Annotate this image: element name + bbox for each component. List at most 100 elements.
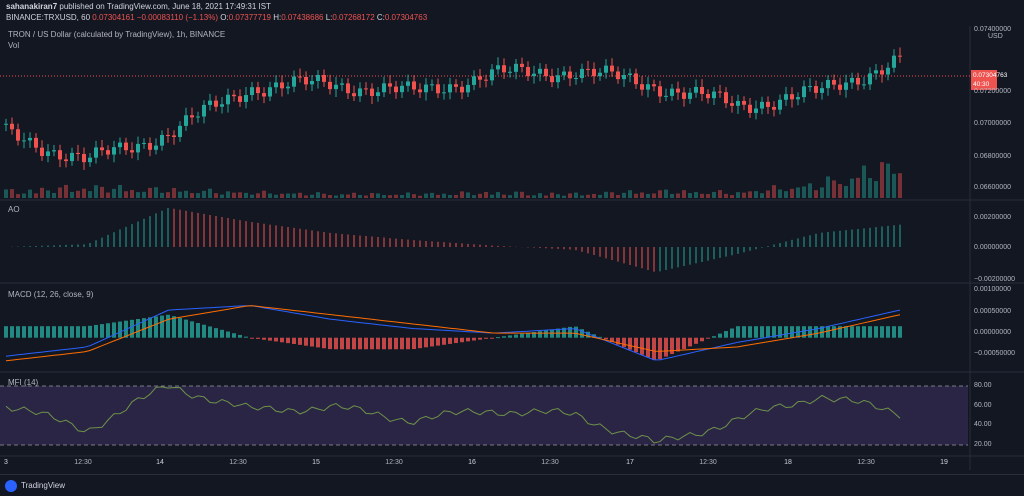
candle-body: [652, 84, 656, 87]
macd-hist-bar: [52, 326, 56, 338]
candle-body: [466, 84, 470, 93]
macd-hist-bar: [208, 326, 212, 338]
macd-hist-bar: [748, 326, 752, 338]
macd-hist-bar: [898, 326, 902, 338]
candle-body: [544, 68, 548, 77]
volume-bar: [664, 189, 668, 198]
candle-body: [64, 159, 68, 162]
macd-hist-bar: [376, 337, 380, 350]
author-name[interactable]: sahanakiran7: [6, 2, 58, 11]
price-change: −0.00083110 (−1.13%): [136, 13, 219, 22]
volume-bar: [682, 190, 686, 198]
volume-bar: [256, 193, 260, 198]
candle-body: [586, 68, 590, 70]
volume-bar: [58, 187, 62, 198]
candle-body: [298, 76, 302, 78]
candle-body: [838, 84, 842, 90]
macd-hist-bar: [586, 331, 590, 338]
candle-body: [868, 73, 872, 85]
candle-body: [478, 76, 482, 80]
time-axis[interactable]: 3 12:30 14 12:30 15 12:30 16 12:30 17 12…: [0, 456, 970, 470]
candle-body: [280, 82, 284, 89]
macd-hist-bar: [424, 337, 428, 348]
candle-body: [700, 86, 704, 94]
candle-body: [598, 72, 602, 77]
macd-hist-bar: [100, 324, 104, 338]
macd-hist-bar: [148, 317, 152, 338]
y-tick: −0.00200000: [974, 276, 1016, 283]
candle-body: [448, 84, 452, 93]
volume-bar: [226, 191, 230, 198]
candle-body: [712, 91, 716, 99]
macd-hist-bar: [250, 337, 254, 339]
macd-hist-bar: [130, 319, 134, 338]
macd-hist-bar: [244, 336, 248, 338]
candle-body: [142, 142, 146, 144]
volume-bar: [76, 190, 80, 198]
volume-bar: [328, 195, 332, 198]
candle-body: [94, 147, 98, 158]
macd-hist-bar: [346, 337, 350, 350]
volume-bar: [688, 192, 692, 198]
volume-bar: [364, 195, 368, 198]
macd-hist-bar: [10, 326, 14, 338]
macd-hist-bar: [676, 337, 680, 352]
macd-hist-bar: [46, 326, 50, 338]
macd-hist-bar: [580, 329, 584, 338]
macd-hist-bar: [280, 337, 284, 343]
volume-bar: [478, 193, 482, 198]
volume-bar: [454, 194, 458, 198]
volume-bar: [814, 190, 818, 198]
y-tick: 0.07000000: [974, 120, 1011, 127]
candle-body: [352, 93, 356, 97]
candle-body: [772, 106, 776, 110]
volume-bar: [292, 193, 296, 198]
volume-bar: [160, 192, 164, 198]
volume-bar: [496, 192, 500, 198]
macd-pane-title: MACD (12, 26, close, 9): [8, 290, 94, 299]
close-value: 0.07304763: [384, 13, 428, 22]
volume-bar: [82, 188, 86, 198]
price-axis[interactable]: 0.07400000 0.07200000 0.07000000 0.06800…: [970, 0, 1024, 495]
macd-hist-bar: [730, 328, 734, 338]
candle-body: [550, 76, 554, 83]
macd-hist-bar: [466, 337, 470, 342]
pane-separators: [0, 26, 1024, 470]
y-tick: 0.06800000: [974, 153, 1011, 160]
macd-hist-bar: [364, 337, 368, 350]
candle-body: [400, 85, 404, 93]
volume-bar: [880, 162, 884, 198]
volume-bar: [388, 195, 392, 198]
y-tick: 0.07400000: [974, 26, 1011, 33]
macd-hist-bar: [28, 326, 32, 338]
close-label: C:: [376, 13, 385, 22]
candle-body: [274, 82, 278, 88]
macd-hist-bar: [532, 331, 536, 338]
macd-hist-bar: [430, 337, 434, 347]
price-tag-timer: 40:30: [973, 81, 990, 88]
candlesticks[interactable]: [4, 47, 902, 170]
macd-hist-bar: [484, 337, 488, 339]
macd-hist-bar: [778, 326, 782, 338]
candle-body: [382, 83, 386, 93]
macd-hist-bar: [784, 326, 788, 338]
candle-body: [70, 152, 74, 162]
candle-body: [10, 123, 14, 130]
macd-hist-bar: [238, 334, 242, 338]
candle-body: [328, 81, 332, 90]
macd-hist-bar: [226, 331, 230, 338]
candle-body: [268, 87, 272, 97]
macd-hist-bar: [856, 326, 860, 338]
volume-bar: [316, 192, 320, 198]
macd-hist-bar: [412, 337, 416, 350]
candle-body: [496, 65, 500, 70]
macd-hist-bar: [472, 337, 476, 341]
candle-body: [214, 100, 218, 107]
volume-bar: [886, 163, 890, 198]
brand-name[interactable]: TradingView: [21, 481, 66, 490]
candle-body: [646, 84, 650, 90]
volume-bar: [640, 192, 644, 198]
tradingview-logo-icon[interactable]: [5, 480, 17, 492]
macd-hist-bar: [220, 329, 224, 338]
